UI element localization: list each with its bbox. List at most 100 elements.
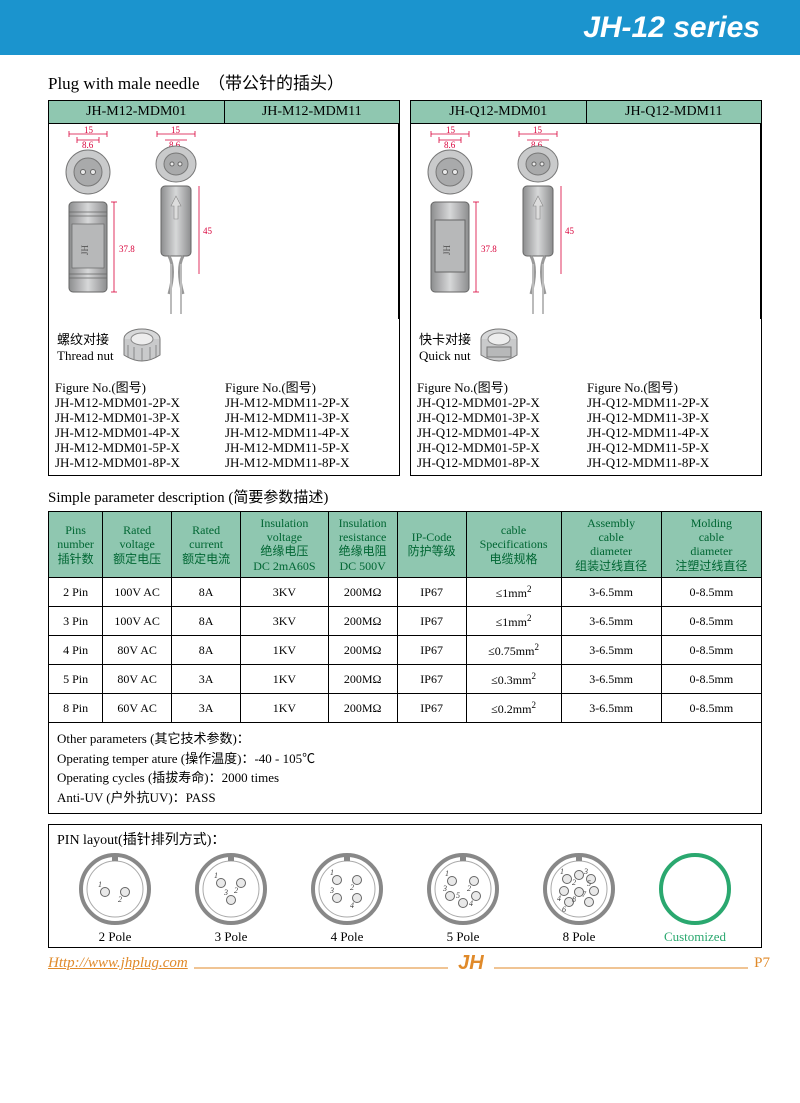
svg-text:4: 4: [557, 894, 561, 903]
other-param-line: Anti-UV (户外抗UV)：PASS: [57, 788, 753, 808]
table-cell: 3KV: [241, 607, 329, 636]
connector-diagram: 15 8.6 JH 37.8: [49, 124, 399, 319]
svg-text:1: 1: [214, 871, 218, 880]
footer: Http://www.jhplug.com JH P7: [0, 948, 800, 975]
table-cell: 0-8.5mm: [661, 578, 761, 607]
table-cell: 200MΩ: [328, 578, 397, 607]
param-header: IP-Code防护等级: [397, 511, 466, 578]
svg-text:15: 15: [84, 125, 94, 135]
param-header: Ratedcurrent额定电流: [172, 511, 241, 578]
table-cell: 200MΩ: [328, 694, 397, 723]
table-row: 5 Pin80V AC3A1KV200MΩIP67≤0.3mm23-6.5mm0…: [49, 665, 762, 694]
table-cell: 1KV: [241, 665, 329, 694]
connector-diagram: 15 8.6 JH 37.8 15 8.6: [411, 124, 761, 319]
table-cell: ≤0.3mm2: [466, 665, 561, 694]
svg-text:5: 5: [456, 891, 460, 900]
footer-url: Http://www.jhplug.com: [48, 955, 188, 972]
svg-text:2: 2: [467, 884, 471, 893]
table-cell: ≤0.75mm2: [466, 636, 561, 665]
table-cell: 8A: [172, 607, 241, 636]
svg-text:8.6: 8.6: [82, 140, 94, 150]
table-cell: 4 Pin: [49, 636, 103, 665]
table-cell: IP67: [397, 636, 466, 665]
svg-text:15: 15: [171, 125, 181, 135]
table-cell: 1KV: [241, 694, 329, 723]
table-cell: 3A: [172, 694, 241, 723]
svg-text:3: 3: [329, 886, 334, 895]
table-cell: IP67: [397, 578, 466, 607]
table-cell: 3-6.5mm: [561, 694, 661, 723]
figure-list: Figure No.(图号)JH-Q12-MDM11-2P-XJH-Q12-MD…: [587, 381, 757, 471]
table-cell: ≤0.2mm2: [466, 694, 561, 723]
table-cell: 0-8.5mm: [661, 607, 761, 636]
table-cell: ≤1mm2: [466, 607, 561, 636]
footer-logo: JH: [458, 952, 484, 975]
svg-text:3: 3: [583, 867, 588, 876]
figure-list: Figure No.(图号)JH-M12-MDM01-2P-XJH-M12-MD…: [55, 381, 225, 471]
table-cell: 3-6.5mm: [561, 665, 661, 694]
table-cell: 60V AC: [103, 694, 172, 723]
table-cell: ≤1mm2: [466, 578, 561, 607]
pin-layout-box: PIN layout(插针排列方式)： 122 Pole1233 Pole123…: [48, 824, 762, 948]
param-header: Pinsnumber插针数: [49, 511, 103, 578]
table-cell: 8A: [172, 636, 241, 665]
table-cell: 80V AC: [103, 665, 172, 694]
svg-text:4: 4: [469, 899, 473, 908]
product-box: JH-Q12-MDM01 JH-Q12-MDM11 15 8.6 JH: [410, 100, 762, 476]
pin-layout-item: 122 Pole: [57, 851, 173, 945]
svg-text:15: 15: [533, 125, 543, 135]
table-cell: 3KV: [241, 578, 329, 607]
nut-label: 快卡对接Quick nut: [419, 332, 471, 363]
table-cell: 80V AC: [103, 636, 172, 665]
svg-text:JH: JH: [80, 245, 90, 256]
table-row: 3 Pin100V AC8A3KV200MΩIP67≤1mm23-6.5mm0-…: [49, 607, 762, 636]
table-cell: 8A: [172, 578, 241, 607]
header-band: JH-12 series: [0, 0, 800, 55]
model-label: JH-M12-MDM11: [225, 101, 400, 124]
svg-text:6: 6: [562, 905, 566, 914]
pin-layout-item: 123455 Pole: [405, 851, 521, 945]
nut-icon: [477, 325, 522, 372]
svg-text:1: 1: [445, 869, 449, 878]
series-title: JH-12 series: [583, 11, 760, 45]
table-cell: 5 Pin: [49, 665, 103, 694]
pin-layout-item: 12344 Pole: [289, 851, 405, 945]
param-header: Assemblycablediameter组装过线直径: [561, 511, 661, 578]
table-cell: 1KV: [241, 636, 329, 665]
table-cell: 200MΩ: [328, 607, 397, 636]
svg-text:3: 3: [223, 888, 228, 897]
svg-text:5: 5: [587, 879, 591, 888]
table-row: 2 Pin100V AC8A3KV200MΩIP67≤1mm23-6.5mm0-…: [49, 578, 762, 607]
table-cell: 8 Pin: [49, 694, 103, 723]
table-cell: 200MΩ: [328, 665, 397, 694]
svg-text:45: 45: [565, 226, 575, 236]
pin-layout-item: 1233 Pole: [173, 851, 289, 945]
nut-icon: [120, 325, 165, 372]
table-cell: 3A: [172, 665, 241, 694]
table-row: 8 Pin60V AC3A1KV200MΩIP67≤0.2mm23-6.5mm0…: [49, 694, 762, 723]
table-cell: 0-8.5mm: [661, 665, 761, 694]
param-header: Moldingcablediameter注塑过线直径: [661, 511, 761, 578]
param-section-title: Simple parameter description (简要参数描述): [48, 486, 762, 507]
svg-text:3: 3: [442, 884, 447, 893]
page-number: P7: [754, 955, 770, 972]
pin-layout-title: PIN layout(插针排列方式)：: [57, 829, 753, 849]
svg-text:2: 2: [234, 886, 238, 895]
svg-text:1: 1: [98, 880, 102, 889]
param-header: Ratedvoltage额定电压: [103, 511, 172, 578]
figure-list: Figure No.(图号)JH-Q12-MDM01-2P-XJH-Q12-MD…: [417, 381, 587, 471]
svg-text:1: 1: [560, 867, 564, 876]
table-cell: 100V AC: [103, 607, 172, 636]
pin-layout-item: Customized: [637, 851, 753, 945]
model-label: JH-Q12-MDM11: [587, 101, 762, 124]
footer-divider: [194, 956, 448, 972]
table-cell: 3-6.5mm: [561, 578, 661, 607]
parameter-table: Pinsnumber插针数Ratedvoltage额定电压Ratedcurren…: [48, 511, 762, 724]
other-params: Other parameters (其它技术参数)： Operating tem…: [48, 723, 762, 814]
table-cell: 0-8.5mm: [661, 636, 761, 665]
svg-text:37.8: 37.8: [481, 244, 497, 254]
svg-text:8: 8: [572, 895, 576, 904]
param-header: Insulationresistance绝缘电阻DC 500V: [328, 511, 397, 578]
table-cell: 200MΩ: [328, 636, 397, 665]
svg-text:2: 2: [572, 878, 576, 887]
